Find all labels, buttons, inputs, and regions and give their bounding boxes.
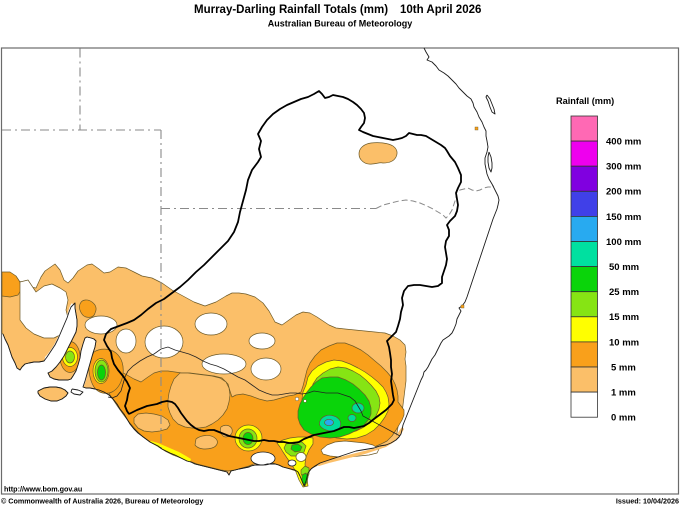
svg-text:25 mm: 25 mm xyxy=(609,287,639,298)
svg-text:Australian Bureau of Meteorolo: Australian Bureau of Meteorology xyxy=(268,19,413,29)
svg-text:© Commonwealth of Australia 20: © Commonwealth of Australia 2026, Bureau… xyxy=(1,497,203,506)
svg-text:10 mm: 10 mm xyxy=(609,337,639,348)
svg-text:1 mm: 1 mm xyxy=(611,388,636,399)
svg-text:Murray-Darling Rainfall Totals: Murray-Darling Rainfall Totals (mm) xyxy=(194,4,388,16)
svg-text:150 mm: 150 mm xyxy=(606,212,641,223)
svg-text:5 mm: 5 mm xyxy=(611,362,636,373)
svg-text:0 mm: 0 mm xyxy=(611,413,636,424)
svg-text:15 mm: 15 mm xyxy=(609,312,639,323)
svg-text:Rainfall (mm): Rainfall (mm) xyxy=(556,96,614,106)
svg-text:http://www.bom.gov.au: http://www.bom.gov.au xyxy=(4,485,82,494)
svg-text:300 mm: 300 mm xyxy=(606,162,641,173)
svg-text:50 mm: 50 mm xyxy=(609,262,639,273)
svg-text:Issued: 10/04/2026: Issued: 10/04/2026 xyxy=(616,497,679,506)
svg-text:100 mm: 100 mm xyxy=(606,237,641,248)
svg-text:400 mm: 400 mm xyxy=(606,137,641,148)
svg-text:10th April 2026: 10th April 2026 xyxy=(400,4,481,16)
svg-text:200 mm: 200 mm xyxy=(606,187,641,198)
